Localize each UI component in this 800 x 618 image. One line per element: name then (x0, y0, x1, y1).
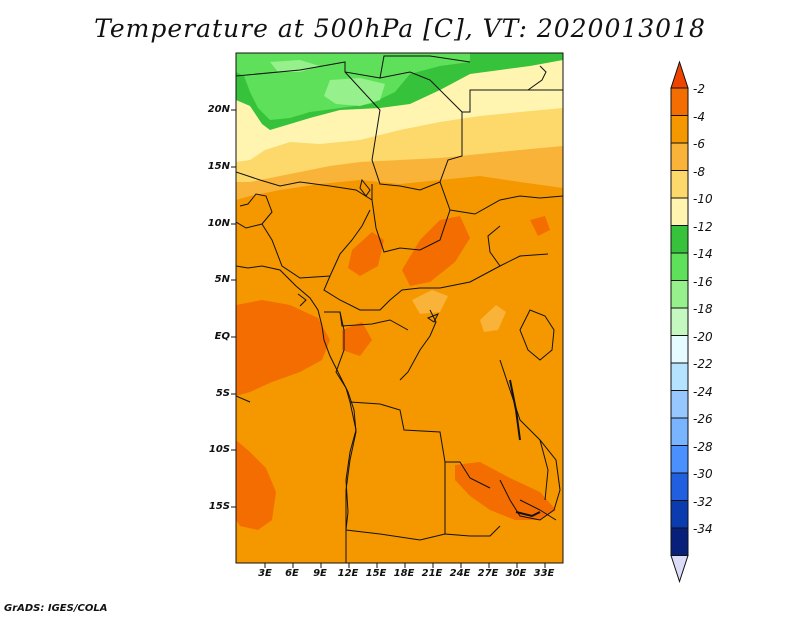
colorbar-swatch (670, 335, 689, 364)
colorbar-label: -32 (693, 495, 713, 509)
lon-ticks (264, 563, 546, 568)
lon-label-9e: 9E (313, 568, 327, 579)
lon-label-15e: 15E (365, 568, 387, 579)
colorbar-label: -34 (693, 522, 713, 536)
lat-label-5n: 5N (214, 274, 230, 285)
colorbar-label: -10 (693, 192, 713, 206)
lon-label-12e: 12E (337, 568, 359, 579)
lon-label-3e: 3E (258, 568, 272, 579)
band-minus4-west (236, 300, 330, 396)
lat-ticks (231, 109, 236, 508)
colorbar-swatch (670, 472, 689, 501)
colorbar-swatch (670, 417, 689, 446)
lon-label-18e: 18E (393, 568, 415, 579)
colorbar-label: -18 (693, 302, 713, 316)
colorbar-bottom-arrow (670, 555, 689, 584)
grads-credit: GrADS: IGES/COLA (4, 603, 108, 614)
colorbar-top-arrow (670, 60, 689, 89)
lon-label-33e: 33E (533, 568, 555, 579)
colorbar-label: -6 (693, 137, 705, 151)
band-minus8-patch (480, 305, 506, 332)
colorbar-label: -12 (693, 220, 713, 234)
lon-label-30e: 30E (505, 568, 527, 579)
lat-label-10n: 10N (207, 218, 230, 229)
colorbar-label: -14 (693, 247, 713, 261)
colorbar-label: -2 (693, 82, 705, 96)
lon-label-6e: 6E (285, 568, 299, 579)
colorbar-label: -8 (693, 165, 705, 179)
band-minus4-central (402, 216, 470, 286)
map-frame (235, 52, 564, 564)
band-minus4-spot (530, 216, 550, 236)
colorbar-swatch (670, 170, 689, 199)
coastline (236, 265, 357, 563)
colorbar-label: -4 (693, 110, 705, 124)
colorbar-swatch (670, 87, 689, 116)
lon-label-27e: 27E (477, 568, 499, 579)
country-borders (236, 55, 563, 541)
band-minus4-north (348, 232, 384, 276)
lon-label-21e: 21E (421, 568, 443, 579)
colorbar (670, 60, 689, 584)
band-minus4-mid (342, 322, 372, 356)
colorbar-swatch (670, 445, 689, 474)
map-title: Temperature at 500hPa [C], VT: 202001301… (94, 14, 706, 43)
colorbar-swatch (670, 307, 689, 336)
colorbar-swatch (670, 225, 689, 254)
lat-label-15s: 15S (208, 501, 230, 512)
colorbar-label: -28 (693, 440, 713, 454)
colorbar-swatch (670, 280, 689, 309)
colorbar-swatch (670, 115, 689, 144)
colorbar-swatch (670, 362, 689, 391)
colorbar-label: -26 (693, 412, 713, 426)
colorbar-swatch (670, 390, 689, 419)
lat-label-20n: 20N (207, 104, 230, 115)
colorbar-swatch (670, 252, 689, 281)
lat-label-15n: 15N (207, 161, 230, 172)
colorbar-label: -16 (693, 275, 713, 289)
lon-label-24e: 24E (449, 568, 471, 579)
lakes (359, 65, 547, 518)
colorbar-label: -20 (693, 330, 713, 344)
colorbar-swatch (670, 527, 689, 556)
band-minus8-patch-b (412, 290, 448, 314)
colorbar-swatch (670, 197, 689, 226)
lat-label-10s: 10S (208, 444, 230, 455)
colorbar-label: -30 (693, 467, 713, 481)
lat-label-eq: EQ (214, 331, 230, 342)
colorbar-label: -24 (693, 385, 713, 399)
colorbar-swatch (670, 500, 689, 529)
temperature-field (236, 53, 563, 563)
lat-label-5s: 5S (215, 388, 230, 399)
band-minus4-southwest (236, 440, 276, 530)
colorbar-swatch (670, 142, 689, 171)
colorbar-label: -22 (693, 357, 713, 371)
